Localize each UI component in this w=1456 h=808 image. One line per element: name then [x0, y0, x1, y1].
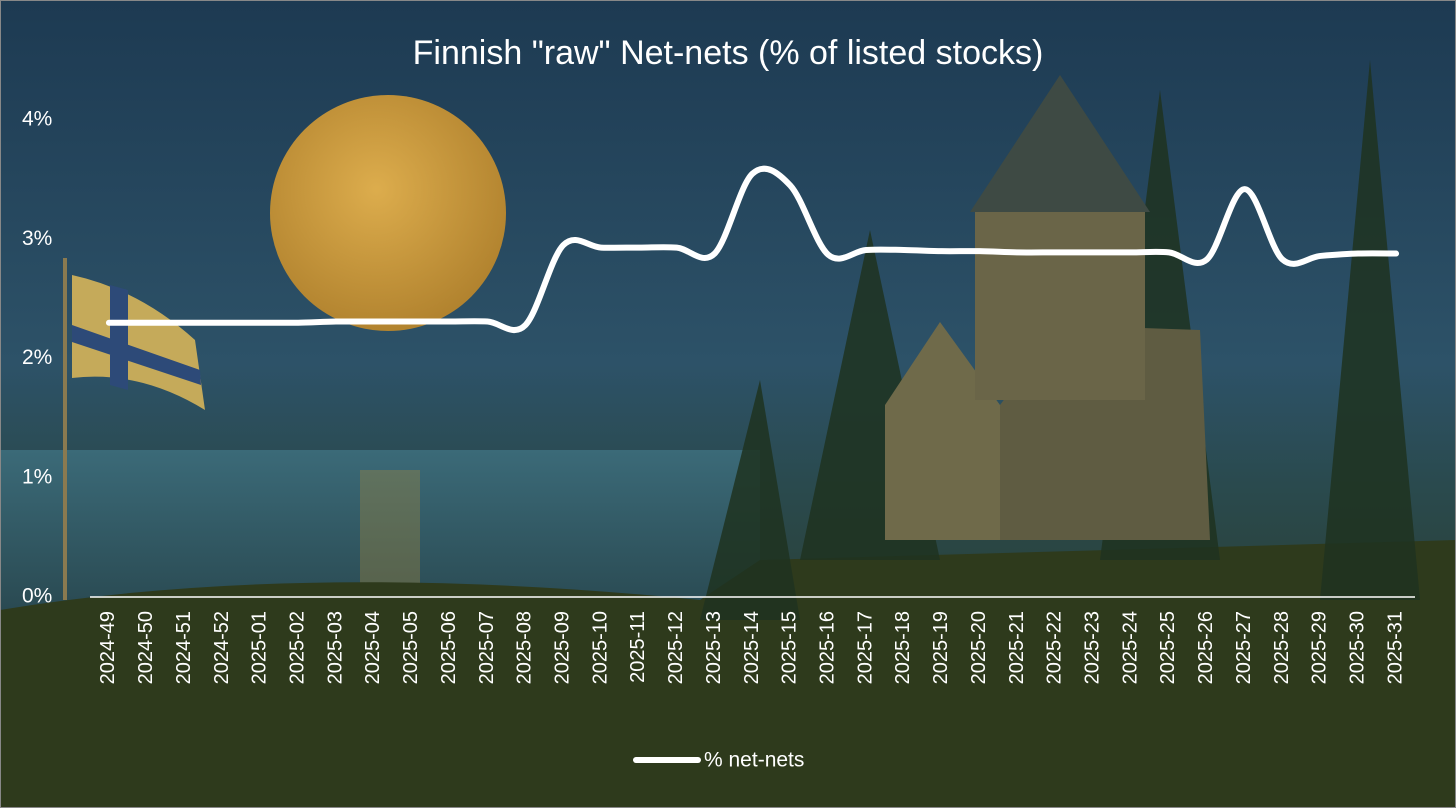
y-tick-label: 0%: [22, 585, 52, 608]
x-tick-label: 2025-02: [286, 611, 308, 684]
x-tick-label: 2025-11: [627, 611, 649, 683]
y-tick-label: 4%: [22, 108, 52, 131]
line-series: [105, 165, 1400, 333]
x-tick-label: 2025-09: [551, 611, 573, 684]
x-tick-label: 2025-12: [665, 611, 687, 684]
x-tick-label: 2025-16: [816, 611, 838, 684]
x-tick-label: 2024-51: [173, 611, 195, 684]
x-tick-label: 2025-15: [779, 611, 801, 684]
x-tick-label: 2025-03: [324, 611, 346, 684]
x-tick-label: 2024-49: [97, 611, 119, 684]
x-tick-label: 2025-29: [1309, 611, 1331, 684]
x-tick-label: 2025-23: [1081, 611, 1103, 684]
x-tick-label: 2025-13: [703, 611, 725, 684]
x-tick-label: 2025-05: [400, 611, 422, 684]
x-tick-label: 2025-19: [930, 611, 952, 684]
x-tick-label: 2025-17: [854, 611, 876, 684]
x-tick-label: 2024-52: [211, 611, 233, 684]
x-tick-label: 2025-25: [1157, 611, 1179, 684]
x-tick-label: 2025-20: [968, 611, 990, 684]
y-tick-label: 2%: [22, 346, 52, 369]
x-tick-label: 2025-06: [438, 611, 460, 684]
x-tick-label: 2025-14: [741, 611, 763, 684]
x-tick-label: 2025-30: [1346, 611, 1368, 684]
x-tick-label: 2025-04: [362, 611, 384, 684]
y-tick-label: 3%: [22, 227, 52, 250]
x-tick-label: 2025-08: [514, 611, 536, 684]
chart-title: Finnish "raw" Net-nets (% of listed stoc…: [413, 34, 1044, 72]
x-tick-label: 2025-31: [1384, 611, 1406, 684]
x-tick-label: 2024-50: [135, 611, 157, 684]
x-tick-label: 2025-26: [1195, 611, 1217, 684]
x-tick-label: 2025-07: [476, 611, 498, 684]
x-tick-label: 2025-27: [1233, 611, 1255, 684]
x-tick-label: 2025-22: [1044, 611, 1066, 684]
x-tick-label: 2025-01: [249, 611, 271, 684]
x-tick-label: 2025-24: [1119, 611, 1141, 684]
x-tick-label: 2025-21: [1006, 611, 1028, 684]
x-tick-label: 2025-28: [1271, 611, 1293, 684]
x-tick-label: 2025-18: [892, 611, 914, 684]
y-tick-label: 1%: [22, 465, 52, 488]
legend-label: % net-nets: [704, 749, 804, 772]
x-tick-label: 2025-10: [589, 611, 611, 684]
